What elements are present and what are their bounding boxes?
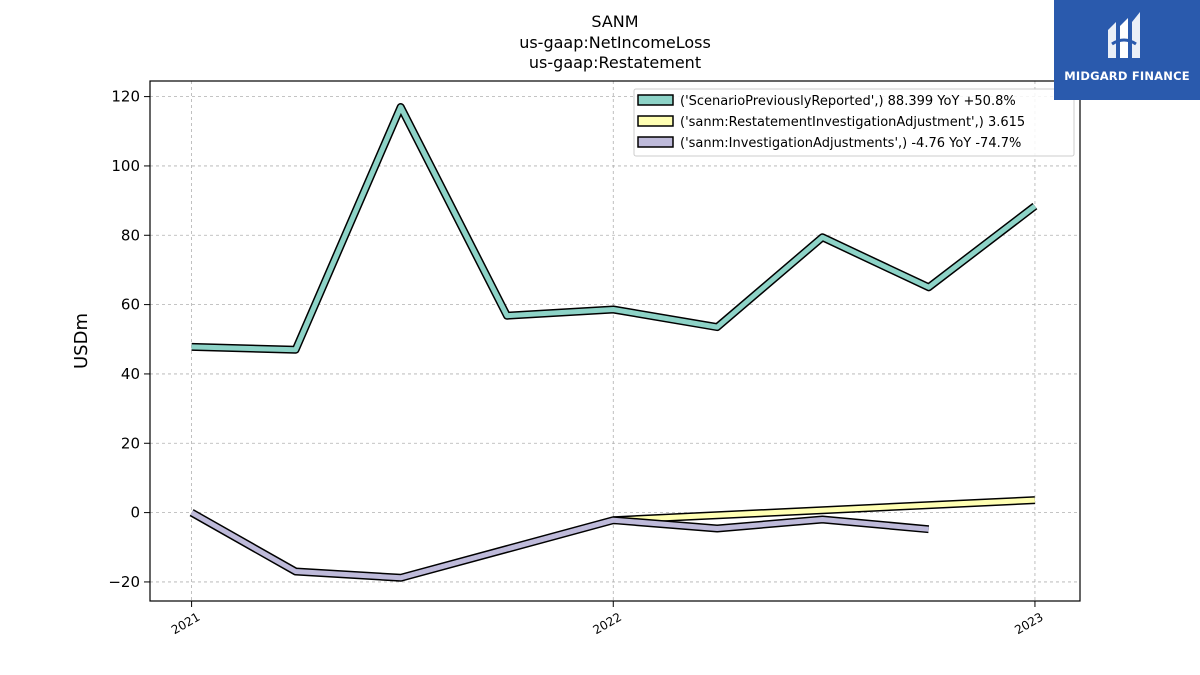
data-point	[926, 285, 931, 290]
data-point	[189, 344, 194, 349]
legend-swatch	[637, 136, 674, 148]
data-point	[820, 235, 825, 240]
data-point	[504, 313, 509, 318]
data-point	[611, 307, 616, 312]
chart-title: SANM us-gaap:NetIncomeLoss us-gaap:Resta…	[519, 12, 711, 72]
x-tick-label: 2023	[1012, 610, 1045, 637]
midgard-finance-logo: MIDGARD FINANCE	[1054, 0, 1200, 100]
data-point	[820, 517, 825, 522]
data-point	[398, 105, 403, 110]
legend: ('ScenarioPreviouslyReported',) 88.399 Y…	[633, 88, 1075, 157]
y-tick-label: 100	[111, 157, 140, 175]
data-point	[504, 547, 509, 552]
legend-label: ('ScenarioPreviouslyReported',) 88.399 Y…	[680, 94, 1016, 109]
series-2	[613, 496, 1037, 525]
series-3	[189, 509, 931, 582]
plot-frame	[149, 80, 1081, 602]
series-line	[613, 497, 1036, 523]
chart-title-line-1: SANM	[591, 12, 638, 31]
y-tick-label: 60	[121, 296, 140, 314]
series-1	[189, 103, 1038, 354]
y-tick-label: 120	[111, 88, 140, 106]
legend-label: ('sanm:RestatementInvestigationAdjustmen…	[680, 115, 1025, 130]
logo-text: MIDGARD FINANCE	[1064, 69, 1190, 83]
y-tick-label: 80	[121, 226, 140, 244]
legend-swatch	[637, 94, 674, 106]
legend-swatch	[637, 115, 674, 127]
data-point	[293, 347, 298, 352]
legend-entry-2: ('sanm:RestatementInvestigationAdjustmen…	[637, 115, 1025, 130]
series-line	[191, 104, 1037, 353]
legend-label: ('sanm:InvestigationAdjustments',) -4.76…	[680, 136, 1021, 151]
legend-entry-1: ('ScenarioPreviouslyReported',) 88.399 Y…	[637, 94, 1016, 109]
legend-entry-3: ('sanm:InvestigationAdjustments',) -4.76…	[637, 136, 1021, 151]
y-tick-label: 0	[130, 504, 140, 522]
data-point	[926, 527, 931, 532]
legend-box	[633, 88, 1075, 157]
y-tick-label: 20	[121, 434, 140, 452]
y-tick-label: −20	[108, 573, 140, 591]
data-point	[715, 526, 720, 531]
logo-mark-icon	[1108, 12, 1140, 58]
data-point	[189, 510, 194, 515]
y-axis-label: USDm	[71, 313, 92, 369]
y-axis: −20 0 20 40 60 80 100 120	[108, 88, 150, 591]
data-point	[293, 569, 298, 574]
data-point	[1032, 204, 1037, 209]
y-tick-label: 40	[121, 365, 140, 383]
data-point	[1032, 498, 1037, 503]
x-axis: 2021 2022 2023	[169, 601, 1046, 637]
series-line-outline	[189, 509, 930, 582]
data-point	[611, 518, 616, 523]
series-layer	[189, 103, 1038, 582]
x-tick-label: 2021	[169, 610, 202, 637]
chart-title-line-2: us-gaap:NetIncomeLoss	[519, 33, 711, 52]
data-point	[715, 325, 720, 330]
x-tick-label: 2022	[591, 610, 624, 637]
data-point	[398, 575, 403, 580]
series-line	[190, 510, 929, 581]
chart-title-line-3: us-gaap:Restatement	[529, 53, 701, 72]
